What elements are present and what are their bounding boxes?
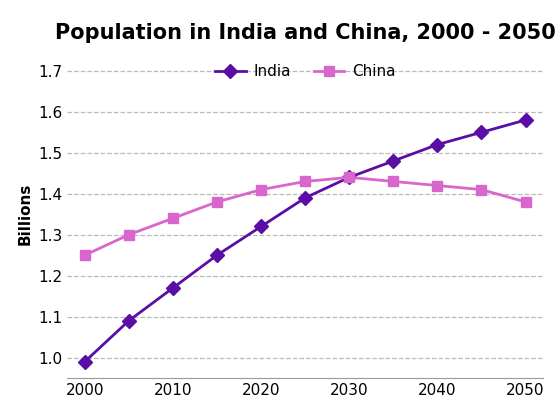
- Title: Population in India and China, 2000 - 2050: Population in India and China, 2000 - 20…: [55, 23, 556, 43]
- China: [214, 200, 221, 205]
- Line: India: India: [80, 115, 530, 367]
- China: [390, 179, 396, 184]
- China: [170, 216, 176, 221]
- Legend: India, China: India, China: [209, 58, 402, 85]
- India: [522, 118, 529, 123]
- China: [478, 187, 485, 192]
- India: [170, 286, 176, 291]
- India: [81, 359, 88, 364]
- India: [125, 318, 132, 323]
- India: [390, 158, 396, 163]
- India: [478, 130, 485, 135]
- China: [81, 253, 88, 258]
- India: [258, 224, 264, 229]
- China: [258, 187, 264, 192]
- India: [346, 175, 353, 180]
- China: [522, 200, 529, 205]
- India: [214, 253, 221, 258]
- China: [125, 232, 132, 237]
- Y-axis label: Billions: Billions: [17, 183, 32, 245]
- India: [434, 142, 441, 147]
- China: [346, 175, 353, 180]
- India: [302, 195, 309, 200]
- Line: China: China: [80, 173, 530, 260]
- China: [302, 179, 309, 184]
- China: [434, 183, 441, 188]
